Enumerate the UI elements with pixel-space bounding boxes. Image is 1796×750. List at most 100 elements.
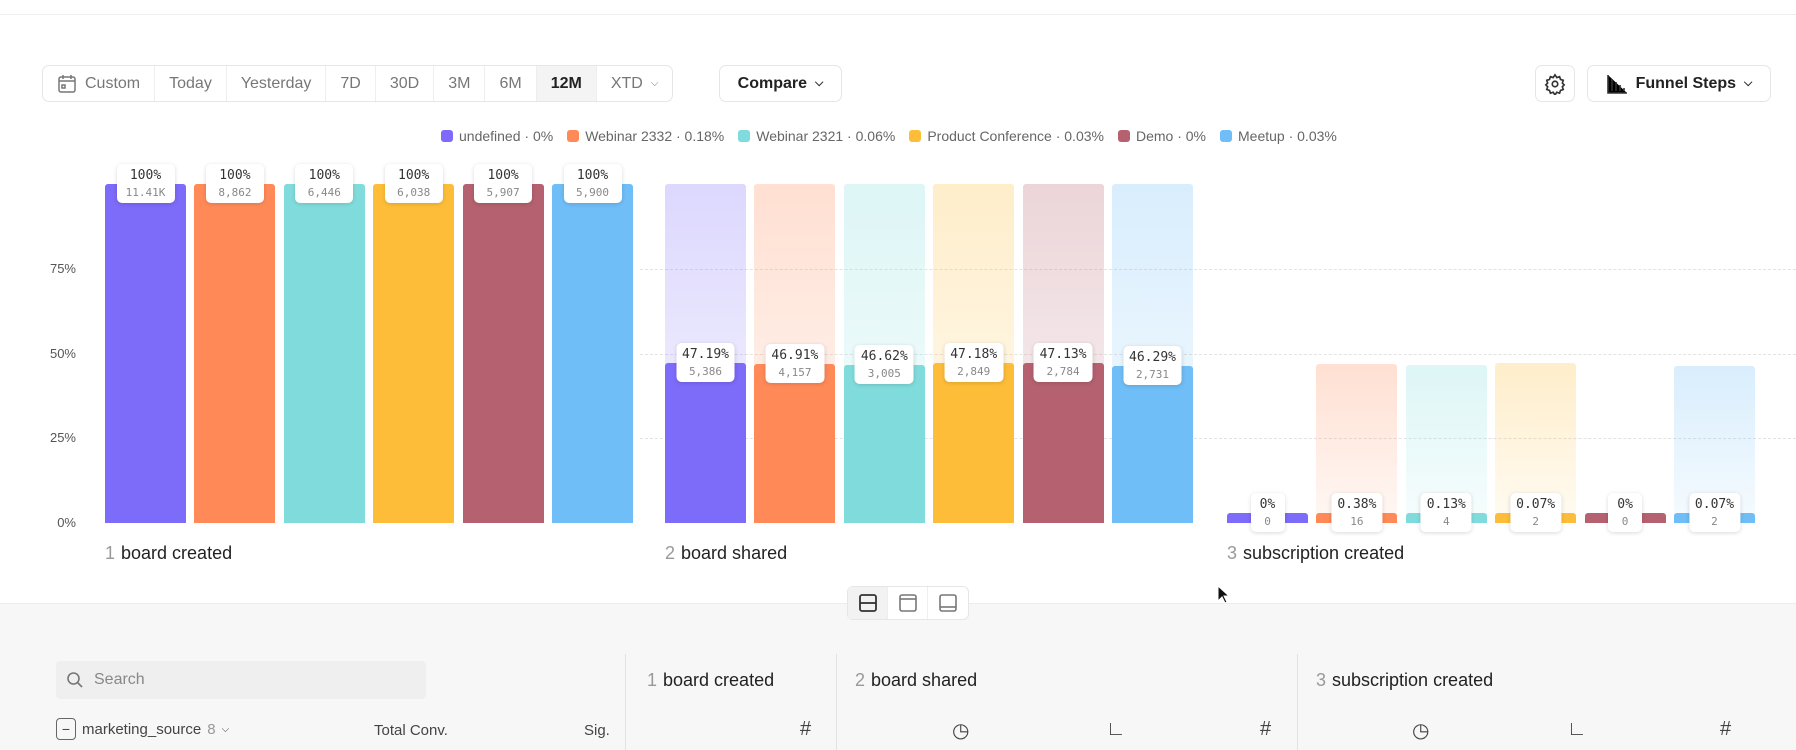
count-label: 5,907	[486, 186, 520, 199]
hash-icon[interactable]: #	[1260, 718, 1272, 740]
column-header-step-3: 3 subscription created	[1316, 670, 1493, 691]
range-label: 12M	[550, 74, 582, 92]
split-layout-button[interactable]	[848, 587, 888, 619]
pct-label: 0%	[1617, 497, 1633, 512]
collapse-icon[interactable]: −	[56, 718, 76, 740]
chart-legend: undefined · 0% Webinar 2332 · 0.18% Webina…	[441, 128, 1337, 144]
funnel-steps-button[interactable]: Funnel Steps ⌵	[1587, 65, 1771, 102]
range-xtd[interactable]: XTD ⌵	[597, 66, 673, 101]
legend-item[interactable]: Product Conference · 0.03%	[909, 128, 1104, 144]
pct-label: 0.07%	[1694, 497, 1735, 512]
count-label: 5,386	[688, 365, 723, 379]
count-label: 2,731	[1135, 368, 1170, 382]
chart-percent-icon[interactable]: ∟	[1567, 718, 1587, 740]
table-only-layout-button[interactable]	[928, 587, 968, 619]
layout-toggle-group	[847, 586, 969, 620]
bar-product-conference[interactable]	[373, 184, 455, 523]
data-label: 0% 0	[1250, 493, 1285, 532]
legend-item[interactable]: Webinar 2332 · 0.18%	[567, 128, 724, 144]
legend-item[interactable]: Webinar 2321 · 0.06%	[738, 128, 895, 144]
hash-icon[interactable]: #	[1720, 718, 1732, 740]
step-label: 3 subscription created	[1227, 543, 1404, 564]
chart-only-layout-button[interactable]	[888, 587, 928, 619]
range-custom[interactable]: Custom	[43, 66, 156, 101]
bar-webinar-2321[interactable]	[283, 184, 365, 523]
search-icon	[67, 672, 83, 688]
compare-button[interactable]: Compare ⌵	[719, 65, 842, 102]
legend-label: Product Conference · 0.03%	[927, 128, 1104, 144]
legend-swatch	[1220, 130, 1232, 142]
chevron-down-icon: ⌵	[1744, 77, 1753, 89]
search-input[interactable]: Search	[56, 661, 426, 699]
total-conv-header[interactable]: Total Conv.	[374, 722, 448, 739]
pct-label: 0.38%	[1337, 497, 1377, 512]
range-yesterday[interactable]: Yesterday	[227, 66, 327, 101]
step-label: 2 board shared	[665, 543, 787, 564]
bar-webinar-2321[interactable]	[843, 364, 925, 523]
data-label: 46.62% 3,005	[854, 344, 914, 384]
settings-button[interactable]	[1535, 65, 1575, 102]
count-label: 2,849	[957, 365, 991, 379]
pct-label: 100%	[308, 168, 340, 183]
count-label: 3,005	[867, 366, 901, 380]
search-placeholder: Search	[94, 671, 145, 688]
bar-meetup[interactable]	[1112, 366, 1193, 523]
data-label: 100% 6,446	[295, 164, 354, 203]
step-name: board shared	[871, 670, 978, 690]
legend-item[interactable]: undefined · 0%	[441, 128, 553, 144]
step-number: 1	[647, 670, 658, 690]
bar-webinar-2332[interactable]	[194, 184, 276, 523]
data-label: 0.07% 2	[1510, 493, 1562, 532]
pct-label: 47.19%	[682, 347, 729, 363]
data-label: 100% 5,900	[563, 164, 622, 203]
bar-product-conference[interactable]	[933, 363, 1015, 523]
y-tick-label: 0%	[57, 515, 76, 530]
range-30d[interactable]: 30D	[376, 66, 435, 101]
legend-swatch	[567, 130, 580, 142]
y-tick-label: 50%	[49, 345, 76, 361]
data-label: 0% 0	[1608, 493, 1643, 532]
legend-item[interactable]: Demo · 0%	[1117, 128, 1206, 144]
legend-swatch	[441, 130, 453, 142]
count-label: 0	[1621, 515, 1629, 528]
range-7d[interactable]: 7D	[326, 66, 376, 101]
chevron-down-icon: ⌵	[650, 78, 659, 89]
step-name: subscription created	[1243, 543, 1405, 563]
chevron-down-icon: ⌵	[815, 77, 824, 89]
calendar-icon	[58, 74, 76, 93]
pct-label: 47.13%	[1039, 347, 1087, 363]
bar-meetup[interactable]	[552, 184, 633, 523]
data-label: 0.13% 4	[1420, 493, 1472, 532]
group-by-control[interactable]: − marketing_source 8 ⌵	[56, 718, 229, 740]
legend-swatch	[738, 130, 751, 142]
range-today[interactable]: Today	[155, 66, 227, 101]
bar-demo[interactable]	[1022, 363, 1104, 523]
chart-percent-icon[interactable]: ∟	[1106, 718, 1126, 740]
clock-check-icon[interactable]: ◷	[952, 720, 970, 742]
hash-icon[interactable]: #	[800, 718, 812, 740]
sig-header[interactable]: Sig.	[584, 722, 610, 739]
bar-demo[interactable]	[462, 184, 544, 523]
mouse-cursor-icon	[1217, 585, 1231, 604]
range-3m[interactable]: 3M	[434, 66, 486, 101]
range-6m[interactable]: 6M	[485, 66, 537, 101]
count-label: 6,038	[397, 186, 431, 199]
compare-label: Compare	[737, 74, 807, 92]
bar-undefined[interactable]	[665, 363, 746, 523]
data-label: 47.19% 5,386	[676, 343, 735, 383]
y-tick-label: 75%	[49, 260, 76, 276]
range-label: Custom	[85, 74, 141, 92]
y-tick-label: 25%	[49, 430, 76, 446]
legend-label: undefined · 0%	[459, 128, 554, 144]
count-label: 0	[1264, 515, 1271, 528]
data-label: 47.18% 2,849	[944, 343, 1004, 383]
bar-webinar-2332[interactable]	[754, 363, 836, 523]
pct-label: 0.07%	[1516, 497, 1556, 512]
legend-item[interactable]: Meetup · 0.03%	[1220, 128, 1337, 144]
clock-check-icon[interactable]: ◷	[1412, 720, 1430, 742]
bar-undefined[interactable]	[105, 184, 186, 523]
range-12m[interactable]: 12M	[536, 66, 597, 101]
data-label: 100% 5,907	[474, 164, 533, 203]
gear-icon	[1544, 72, 1566, 95]
bottom-panel-icon	[939, 594, 957, 612]
